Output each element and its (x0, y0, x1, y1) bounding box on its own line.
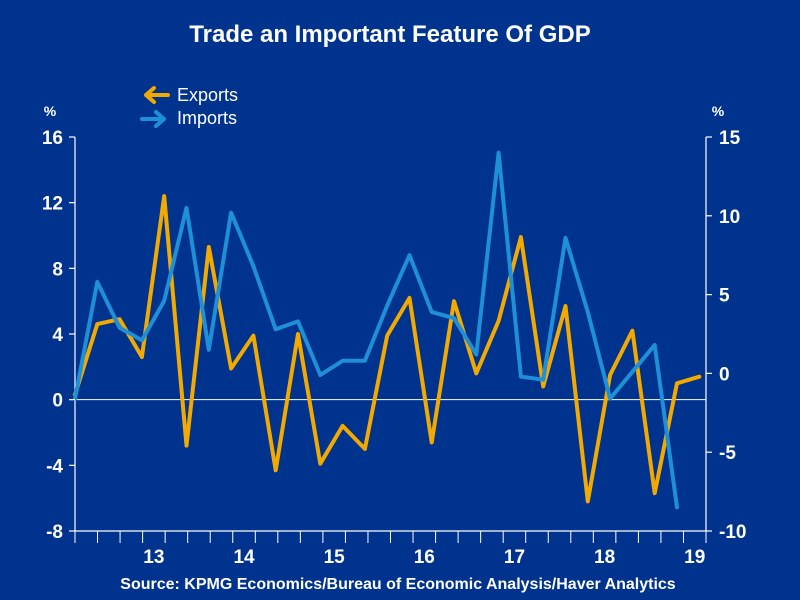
legend-item-exports: Exports (144, 85, 238, 105)
left-tick-label: -8 (46, 522, 63, 543)
ticks-layer: 16 12 8 4 0 -4 -8 15 10 5 0 -5 -10 13 14 15 16 17 18 19 (42, 128, 747, 568)
axes (74, 137, 707, 532)
x-tick-label: 13 (143, 547, 164, 568)
chart-legend: Exports Imports (140, 85, 238, 128)
series-line-exports (73, 194, 702, 504)
left-tick-label: 16 (42, 128, 63, 149)
x-tick-label: 16 (414, 547, 435, 568)
left-tick-label: 8 (52, 259, 63, 280)
legend-exports-arrow-icon (144, 86, 170, 104)
x-tick-label: 18 (594, 547, 615, 568)
right-tick-label: -10 (719, 522, 746, 543)
left-axis-unit: % (44, 103, 57, 119)
left-tick-label: -4 (46, 456, 63, 477)
right-tick-label: 10 (719, 207, 740, 228)
left-tick-label: 4 (52, 325, 63, 346)
x-tick-label: 17 (504, 547, 525, 568)
x-tick-label: 15 (324, 547, 346, 568)
right-tick-label: 5 (719, 286, 730, 307)
right-tick-label: -5 (719, 443, 736, 464)
series-layer (73, 150, 702, 510)
source-note: Source: KPMG Economics/Bureau of Economi… (120, 576, 676, 593)
right-axis-unit: % (712, 103, 725, 119)
x-tick-label: 19 (684, 547, 705, 568)
left-tick-label: 0 (52, 391, 63, 412)
legend-item-imports: Imports (140, 108, 237, 128)
legend-label-exports: Exports (177, 85, 238, 105)
x-tick-label: 14 (233, 547, 255, 568)
series-line-imports (73, 150, 679, 510)
legend-label-imports: Imports (177, 108, 237, 128)
left-tick-label: 12 (42, 194, 63, 215)
right-tick-label: 15 (719, 128, 741, 149)
chart-title: Trade an Important Feature Of GDP (189, 21, 590, 48)
right-tick-label: 0 (719, 364, 730, 385)
legend-imports-arrow-icon (140, 110, 166, 128)
